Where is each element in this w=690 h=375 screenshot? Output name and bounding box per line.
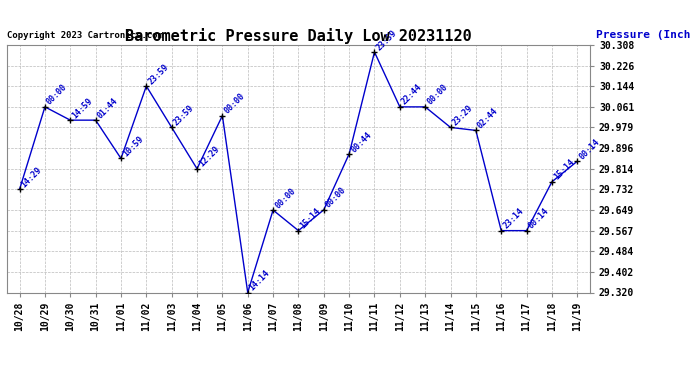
Text: 23:59: 23:59 [172, 104, 196, 128]
Text: 15:14: 15:14 [552, 158, 576, 182]
Text: 23:59: 23:59 [146, 62, 170, 86]
Text: 14:29: 14:29 [19, 165, 43, 189]
Text: 00:44: 00:44 [349, 130, 373, 154]
Text: 00:00: 00:00 [324, 186, 348, 210]
Text: 00:00: 00:00 [425, 83, 449, 107]
Text: Pressure (Inches/Hg): Pressure (Inches/Hg) [595, 30, 690, 40]
Text: 23:59: 23:59 [375, 28, 399, 52]
Text: 15:14: 15:14 [298, 207, 322, 231]
Text: 10:59: 10:59 [121, 135, 145, 159]
Text: 14:59: 14:59 [70, 96, 95, 120]
Text: 00:14: 00:14 [578, 137, 601, 161]
Text: 23:14: 23:14 [501, 207, 525, 231]
Text: 00:00: 00:00 [222, 92, 246, 116]
Text: 23:29: 23:29 [451, 104, 475, 128]
Text: 12:29: 12:29 [197, 145, 221, 169]
Text: 00:00: 00:00 [45, 83, 69, 107]
Title: Barometric Pressure Daily Low 20231120: Barometric Pressure Daily Low 20231120 [125, 28, 472, 44]
Text: 01:44: 01:44 [96, 96, 119, 120]
Text: 00:00: 00:00 [273, 186, 297, 210]
Text: 22:44: 22:44 [400, 83, 424, 107]
Text: Copyright 2023 Cartronics.com: Copyright 2023 Cartronics.com [7, 31, 163, 40]
Text: 02:44: 02:44 [476, 106, 500, 130]
Text: 00:14: 00:14 [526, 207, 551, 231]
Text: 14:14: 14:14 [248, 268, 272, 292]
